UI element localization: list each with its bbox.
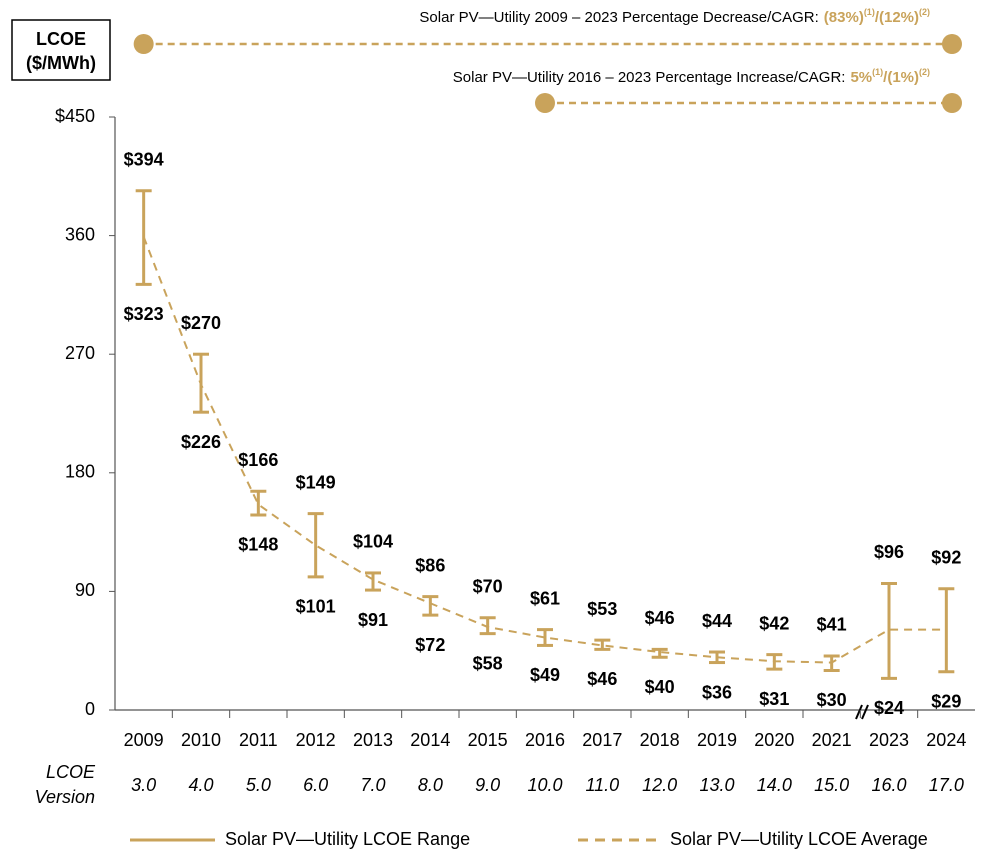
high-label: $166 [238,450,278,470]
annotation-separator: / [883,69,888,86]
low-label: $226 [181,432,221,452]
version-label: 14.0 [757,775,792,795]
version-label: 5.0 [246,775,271,795]
x-tick-label: 2013 [353,730,393,750]
high-label: $41 [817,615,847,635]
low-label: $49 [530,665,560,685]
version-label: 4.0 [188,775,213,795]
ylabel: ($/MWh) [26,53,96,73]
x-tick-label: 2012 [296,730,336,750]
x-tick-label: 2020 [754,730,794,750]
row-label: LCOE [46,762,96,782]
version-label: 15.0 [814,775,849,795]
high-label: $394 [124,150,164,170]
version-label: 8.0 [418,775,443,795]
annotation-note: (2) [919,7,930,17]
y-tick-label: 180 [65,462,95,482]
row-label: Version [35,787,95,807]
version-label: 7.0 [360,775,385,795]
y-tick-label: 360 [65,224,95,244]
low-label: $323 [124,304,164,324]
high-label: $149 [296,472,336,492]
y-tick-label: 90 [75,580,95,600]
x-tick-label: 2023 [869,730,909,750]
x-tick-label: 2009 [124,730,164,750]
legend-label: Solar PV—Utility LCOE Average [670,829,928,849]
high-label: $61 [530,588,560,608]
low-label: $31 [759,689,789,709]
low-label: $36 [702,682,732,702]
x-tick-label: 2014 [410,730,450,750]
low-label: $101 [296,597,336,617]
x-tick-label: 2024 [926,730,966,750]
y-tick-label: 0 [85,699,95,719]
average-line [142,236,947,664]
x-tick-label: 2010 [181,730,221,750]
version-label: 9.0 [475,775,500,795]
version-label: 13.0 [699,775,734,795]
high-label: $96 [874,542,904,562]
high-label: $86 [415,555,445,575]
high-label: $44 [702,611,732,631]
y-tick-label: $450 [55,106,95,126]
low-label: $72 [415,635,445,655]
y-tick-label: 270 [65,343,95,363]
annotation-text: Solar PV—Utility 2009 – 2023 Percentage … [419,9,818,26]
low-label: $91 [358,610,388,630]
version-label: 10.0 [527,775,562,795]
high-label: $42 [759,613,789,633]
annotation-dot [942,93,962,113]
low-label: $58 [473,653,503,673]
high-label: $53 [587,599,617,619]
version-label: 6.0 [303,775,328,795]
annotation: Solar PV—Utility 2009 – 2023 Percentage … [419,7,930,26]
annotation-dot [133,34,154,54]
version-label: 3.0 [131,775,156,795]
low-label: $46 [587,669,617,689]
version-label: 16.0 [871,775,906,795]
annotation-value: 5% [850,69,872,86]
high-label: $104 [353,532,393,552]
low-label: $29 [931,692,961,712]
low-label: $148 [238,535,278,555]
version-label: 12.0 [642,775,677,795]
annotation-note: (2) [919,67,930,77]
annotation-text: Solar PV—Utility 2016 – 2023 Percentage … [453,69,846,86]
low-label: $24 [874,698,904,718]
annotation-note: (1) [872,67,883,77]
x-tick-label: 2015 [468,730,508,750]
x-tick-label: 2011 [239,730,278,750]
version-label: 11.0 [585,775,619,795]
annotation-separator: / [875,9,880,26]
x-tick-label: 2021 [812,730,852,750]
high-label: $46 [645,608,675,628]
x-tick-label: 2016 [525,730,565,750]
axis-break [855,704,869,720]
x-tick-label: 2017 [582,730,622,750]
high-label: $70 [473,577,503,597]
annotation-value: (1%) [887,69,919,86]
annotation-dot [942,34,962,54]
x-tick-label: 2019 [697,730,737,750]
legend-label: Solar PV—Utility LCOE Range [225,829,470,849]
annotation-value: (83%) [824,9,864,26]
low-label: $30 [817,690,847,710]
ylabel: LCOE [36,29,86,49]
annotation-value: (12%) [879,9,919,26]
ylabel-box [11,19,111,81]
annotation-dot [535,93,555,113]
high-label: $92 [931,548,961,568]
version-label: 17.0 [929,775,964,795]
annotation: Solar PV—Utility 2016 – 2023 Percentage … [453,67,930,86]
high-label: $270 [181,313,221,333]
annotation-note: (1) [864,7,875,17]
low-label: $40 [645,677,675,697]
x-tick-label: 2018 [640,730,680,750]
